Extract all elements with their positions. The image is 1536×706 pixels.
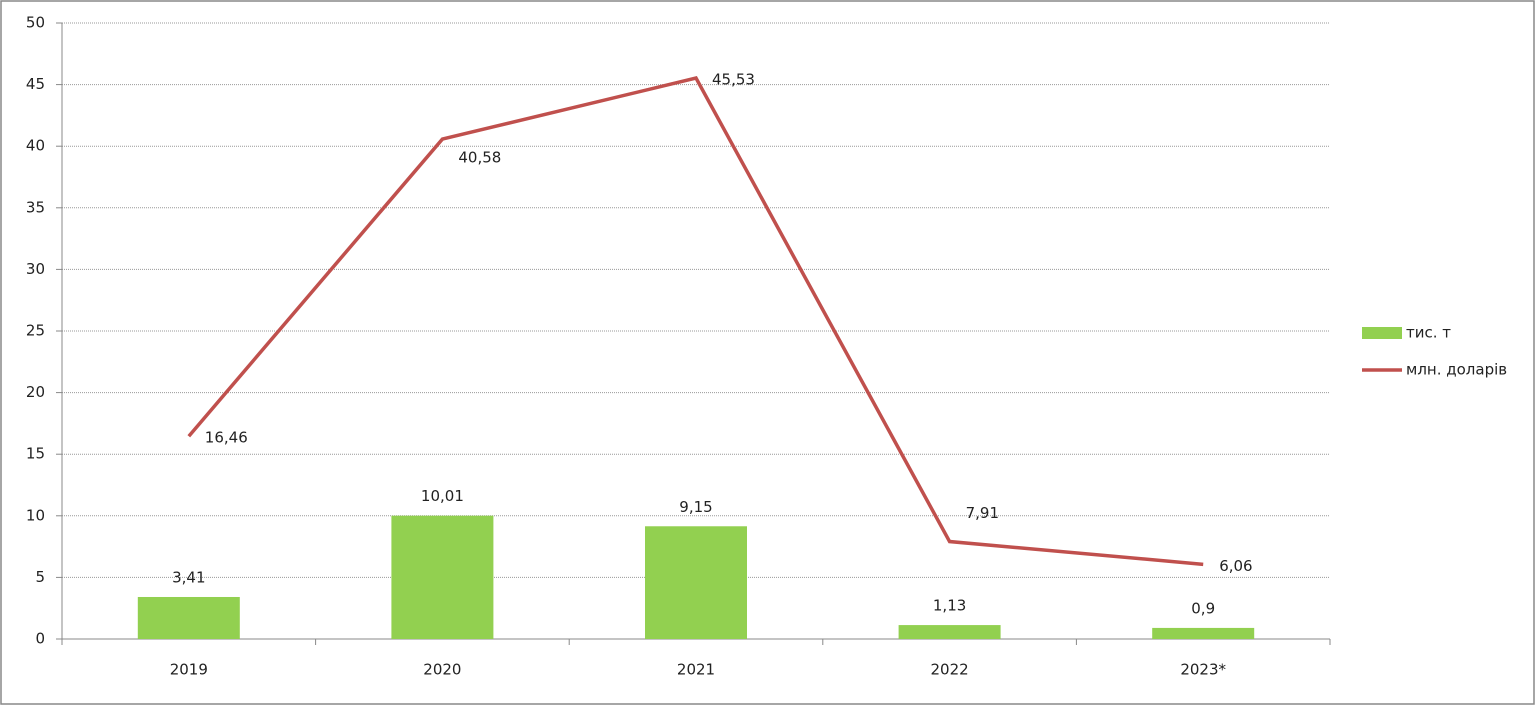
y-tick-label: 15: [26, 445, 45, 463]
y-tick-label: 30: [26, 260, 45, 278]
x-tick-label: 2020: [423, 661, 461, 679]
y-tick-label: 45: [26, 75, 45, 93]
data-label: 40,58: [458, 149, 501, 167]
legend-label: тис. т: [1406, 324, 1451, 342]
data-label: 0,9: [1191, 599, 1215, 617]
bar: [1152, 627, 1255, 639]
x-tick-label: 2022: [931, 661, 969, 679]
data-label: 6,06: [1219, 557, 1252, 575]
y-tick-label: 50: [26, 14, 45, 32]
x-tick-label: 2019: [170, 661, 208, 679]
data-label: 9,15: [679, 498, 712, 516]
x-tick-label: 2023*: [1180, 661, 1226, 679]
y-tick-label: 40: [26, 137, 45, 155]
data-label: 10,01: [421, 487, 464, 505]
legend-swatch: [1362, 327, 1402, 339]
y-tick-label: 35: [26, 198, 45, 216]
bar: [391, 515, 494, 639]
y-tick-label: 5: [35, 568, 45, 586]
x-tick-label: 2021: [677, 661, 715, 679]
y-tick-label: 25: [26, 322, 45, 340]
bar: [898, 625, 1001, 639]
data-label: 3,41: [172, 568, 205, 586]
data-label: 1,13: [933, 597, 966, 615]
y-tick-label: 0: [35, 630, 45, 648]
legend-label: млн. доларів: [1406, 361, 1507, 379]
line: [187, 76, 1204, 567]
data-label: 16,46: [205, 429, 248, 447]
y-tick-label: 20: [26, 383, 45, 401]
data-label: 7,91: [966, 504, 999, 522]
bar: [137, 596, 240, 639]
data-label: 45,53: [712, 71, 755, 89]
bar: [645, 526, 747, 639]
y-tick-label: 10: [26, 506, 45, 524]
